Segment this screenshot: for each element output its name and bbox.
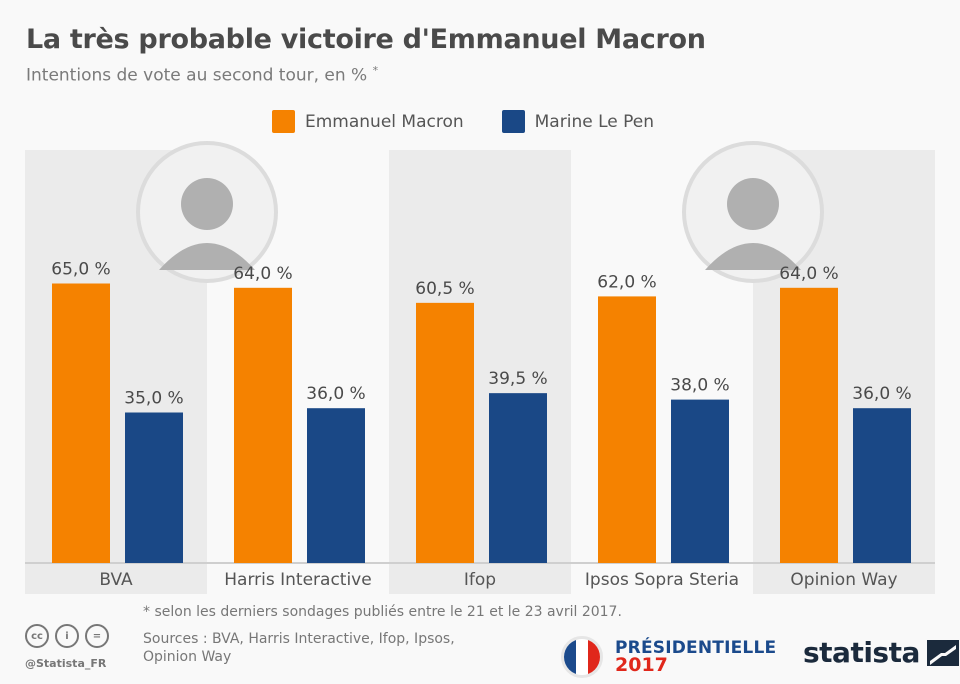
category-band	[571, 564, 753, 594]
bar-le-pen	[671, 399, 729, 563]
bar-macron	[780, 287, 838, 563]
bar-macron	[234, 287, 292, 563]
category-band	[207, 564, 389, 594]
data-label: 36,0 %	[852, 384, 911, 404]
macron-portrait-shoulders	[159, 243, 255, 270]
category-label: Harris Interactive	[224, 570, 371, 590]
data-label: 62,0 %	[597, 272, 656, 292]
no-derivatives-icon: =	[85, 624, 109, 648]
presidentielle-label: PRÉSIDENTIELLE	[615, 638, 777, 658]
legend-label-le-pen: Marine Le Pen	[534, 111, 654, 132]
legend-item-macron: Emmanuel Macron	[272, 110, 464, 133]
data-label: 36,0 %	[306, 384, 365, 404]
macron-portrait	[136, 141, 278, 283]
le-pen-portrait-shoulders	[705, 243, 801, 270]
legend-label-macron: Emmanuel Macron	[305, 111, 464, 132]
bar-macron	[416, 302, 474, 563]
data-label: 39,5 %	[488, 369, 547, 389]
statista-mark-icon	[926, 639, 959, 666]
statista-wordmark: statista	[803, 636, 920, 669]
le-pen-portrait	[682, 141, 824, 283]
legend-swatch-le-pen	[501, 110, 525, 133]
twitter-handle: @Statista_FR	[25, 657, 107, 670]
subtitle-asterisk: *	[372, 64, 379, 77]
statista-logo[interactable]: statista	[803, 636, 959, 669]
bar-le-pen	[489, 393, 547, 563]
license-icons: cc i =	[25, 624, 109, 648]
legend-swatch-macron	[272, 110, 295, 133]
chart-title: La très probable victoire d'Emmanuel Mac…	[26, 24, 706, 55]
category-band	[25, 564, 207, 594]
category-band	[389, 564, 571, 594]
category-label: BVA	[99, 570, 133, 590]
le-pen-portrait-head	[727, 178, 779, 230]
category-label: Ipsos Sopra Steria	[585, 570, 739, 590]
category-label: Ifop	[464, 570, 496, 590]
category-band	[753, 564, 935, 594]
data-label: 65,0 %	[51, 260, 110, 280]
french-flag-icon	[561, 636, 603, 678]
legend: Emmanuel Macron Marine Le Pen	[272, 110, 692, 133]
data-label: 60,5 %	[415, 279, 474, 299]
data-label: 35,0 %	[124, 389, 183, 409]
legend-item-le-pen: Marine Le Pen	[501, 110, 654, 133]
presidentielle-year: 2017	[615, 654, 668, 676]
presidentielle-logo: PRÉSIDENTIELLE 2017	[561, 636, 776, 678]
data-label: 64,0 %	[233, 264, 292, 284]
category-label: Opinion Way	[790, 570, 897, 590]
cc-icon: cc	[25, 624, 49, 648]
footnote: * selon les derniers sondages publiés en…	[143, 604, 622, 620]
bar-macron	[598, 296, 656, 563]
attribution-icon: i	[55, 624, 79, 648]
macron-portrait-head	[181, 178, 233, 230]
bar-le-pen	[125, 412, 183, 563]
bar-macron	[52, 283, 110, 563]
bar-le-pen	[853, 408, 911, 563]
subtitle-text: Intentions de vote au second tour, en %	[26, 65, 368, 86]
bar-le-pen	[307, 408, 365, 563]
chart-subtitle: Intentions de vote au second tour, en % …	[26, 64, 378, 86]
data-label: 64,0 %	[779, 264, 838, 284]
sources: Sources : BVA, Harris Interactive, Ifop,…	[143, 631, 455, 665]
data-label: 38,0 %	[670, 376, 729, 396]
